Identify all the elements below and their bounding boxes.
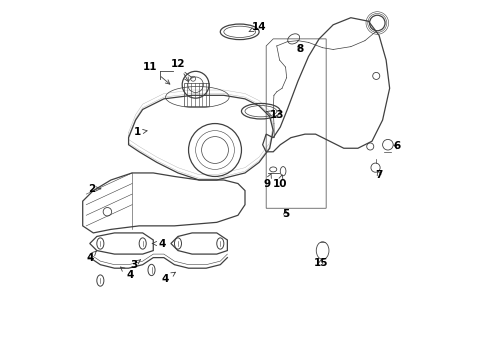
- Text: 3: 3: [130, 260, 141, 270]
- Text: 7: 7: [375, 170, 383, 180]
- Bar: [184, 83, 209, 106]
- Text: 2: 2: [88, 184, 101, 194]
- Text: 4: 4: [121, 267, 134, 280]
- Text: 11: 11: [143, 62, 170, 84]
- Text: 4: 4: [86, 251, 97, 262]
- Text: 8: 8: [296, 45, 303, 54]
- Text: 10: 10: [272, 175, 287, 189]
- Text: 15: 15: [314, 258, 328, 268]
- Text: 12: 12: [171, 59, 189, 82]
- Text: 6: 6: [393, 141, 400, 152]
- Text: 4: 4: [152, 239, 166, 248]
- Text: 14: 14: [249, 22, 267, 32]
- Text: 5: 5: [282, 208, 289, 219]
- Text: 1: 1: [134, 127, 147, 138]
- Text: 4: 4: [162, 272, 175, 284]
- Text: 13: 13: [267, 110, 284, 120]
- Text: 9: 9: [263, 173, 271, 189]
